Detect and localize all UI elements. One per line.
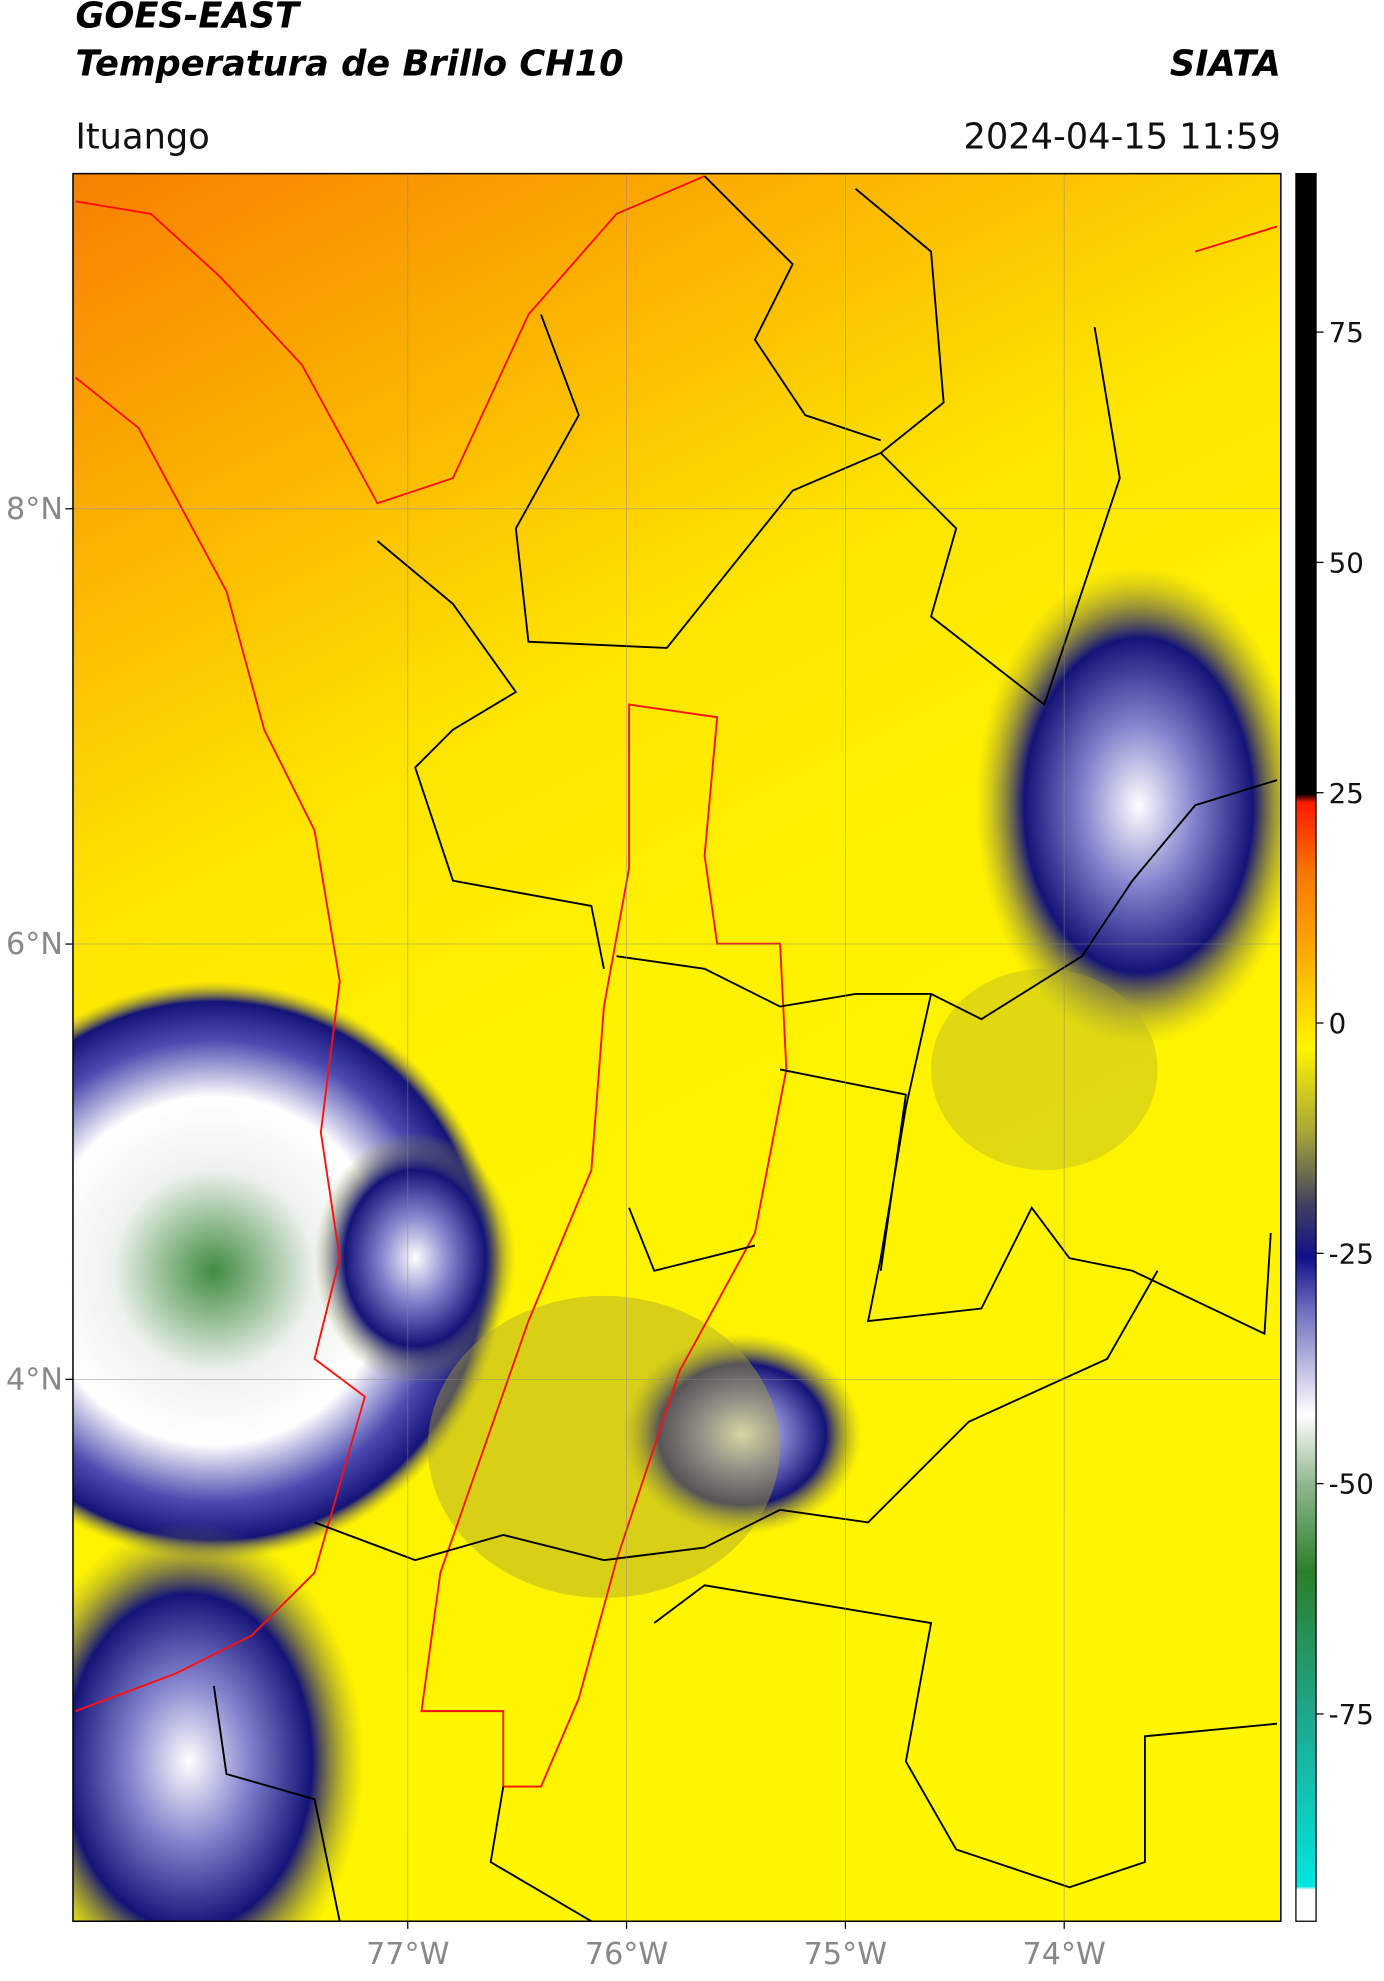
subtitle: Temperatura de Brillo CH10 — [75, 43, 623, 84]
graticule — [72, 173, 1281, 1922]
colorbar — [1295, 172, 1317, 1922]
cloud — [72, 981, 504, 1561]
location: Ituango — [75, 116, 209, 157]
colorbar-tick-label: 50 — [1329, 546, 1364, 579]
colorbar-tick-label: -25 — [1329, 1237, 1374, 1270]
haze — [931, 968, 1158, 1171]
lon-tick-label: 74°W — [1023, 1937, 1106, 1972]
colorbar-tick-label: -75 — [1329, 1698, 1374, 1731]
lon-tick-label: 76°W — [585, 1937, 668, 1972]
cloud — [314, 1132, 516, 1384]
cloud — [72, 1522, 365, 1922]
map-frame — [72, 172, 1282, 1922]
map-field — [72, 173, 1281, 1922]
haze — [427, 1295, 781, 1598]
lat-tick-label: 8°N — [6, 492, 63, 527]
colorbar-tick-label: -50 — [1329, 1468, 1374, 1501]
colorbar-tick-label: 25 — [1329, 777, 1364, 810]
lat-tick-label: 6°N — [6, 927, 63, 962]
basin-border — [420, 703, 788, 1788]
title: GOES-EAST — [75, 0, 302, 37]
colorbar-tick-label: 75 — [1329, 316, 1364, 349]
source: SIATA — [1170, 43, 1281, 84]
lon-tick-label: 75°W — [804, 1937, 887, 1972]
datetime: 2024-04-15 11:59 — [963, 116, 1280, 157]
colorbar-tick-label: 0 — [1329, 1007, 1347, 1040]
country-border — [74, 175, 1278, 1713]
cloud — [622, 1333, 862, 1535]
lon-tick-label: 77°W — [366, 1937, 449, 1972]
department-border — [212, 175, 1278, 1922]
lat-tick-label: 4°N — [6, 1362, 63, 1397]
